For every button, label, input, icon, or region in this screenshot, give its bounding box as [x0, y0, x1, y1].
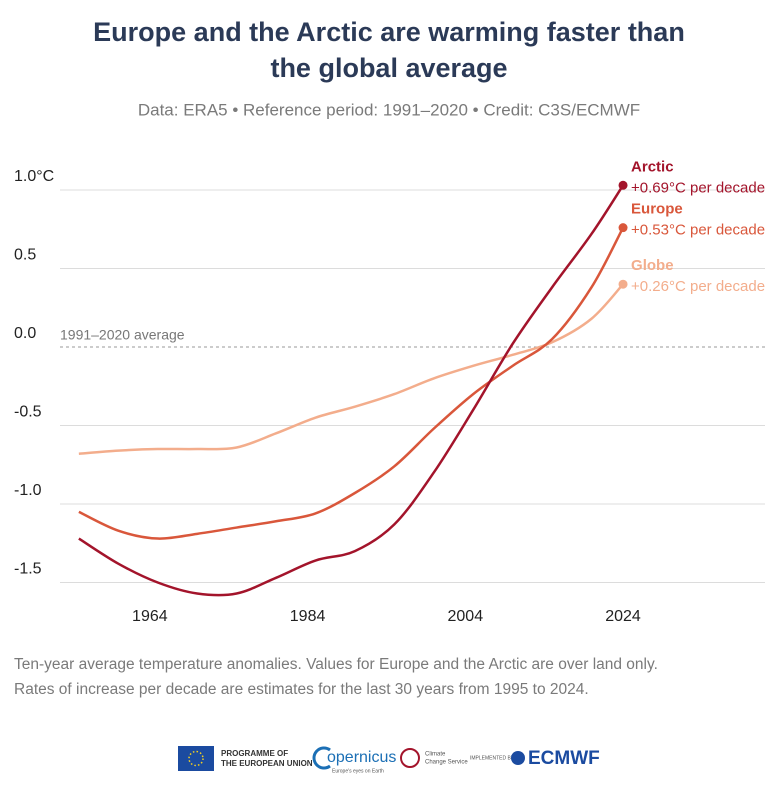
x-tick-label: 1984: [290, 608, 326, 625]
rate-label: +0.53°C per decade: [631, 222, 765, 239]
y-tick-label: 0.5: [14, 247, 36, 264]
x-tick-label: 2004: [448, 608, 484, 625]
legend-label: Arctic: [631, 158, 674, 175]
c3s-mark: [400, 748, 420, 768]
eu-stars: [188, 750, 204, 767]
rate-label: +0.26°C per decade: [631, 278, 765, 295]
end-point: [618, 180, 628, 190]
series-line: [78, 283, 624, 456]
logo-text: THE EUROPEAN UNION: [221, 759, 313, 768]
logo-text: opernicus: [327, 749, 396, 766]
y-tick-label: -0.5: [14, 404, 42, 421]
end-point: [618, 279, 628, 289]
logo-text: ECMWF: [528, 748, 600, 769]
legend-label: Globe: [631, 257, 674, 274]
footnote: Rates of increase per decade are estimat…: [14, 681, 589, 698]
y-tick-label: -1.5: [14, 561, 42, 578]
chart-title: Europe and the Arctic are warming faster…: [93, 17, 685, 47]
copernicus-mark: [312, 746, 331, 770]
logo-text: IMPLEMENTED BY: [470, 755, 515, 761]
chart-title: the global average: [270, 53, 507, 83]
logo-text: Change Service: [425, 760, 468, 766]
y-tick-label: 1.0°C: [14, 168, 54, 185]
x-tick-label: 1964: [132, 608, 168, 625]
logo-text: Climate: [425, 752, 446, 758]
logo-text: PROGRAMME OF: [221, 749, 288, 758]
y-tick-label: 0.0: [14, 325, 36, 342]
x-tick-label: 2024: [605, 608, 641, 625]
reference-label: 1991–2020 average: [60, 327, 185, 343]
subtitle: Data: ERA5 • Reference period: 1991–2020…: [138, 100, 640, 119]
eu-flag: [178, 746, 214, 771]
y-tick-label: -1.0: [14, 482, 42, 499]
series-line: [78, 184, 625, 597]
ecmwf-mark: [511, 751, 525, 765]
legend-label: Europe: [631, 201, 683, 218]
series-line: [78, 227, 625, 540]
logo-text: Europe's eyes on Earth: [332, 768, 384, 774]
footnote: Ten-year average temperature anomalies. …: [14, 656, 658, 673]
end-point: [618, 223, 628, 233]
logos: PROGRAMME OF THE EUROPEAN UNION opernicu…: [178, 746, 600, 774]
rate-label: +0.69°C per decade: [631, 179, 765, 196]
